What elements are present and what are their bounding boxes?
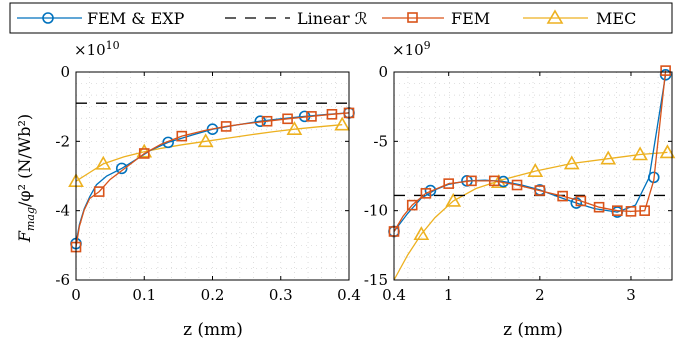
legend-marker-fem bbox=[407, 12, 418, 23]
right-x-tick-label: 0.4 bbox=[382, 286, 406, 304]
left-point-fem bbox=[306, 111, 317, 122]
left-y-tick-label: -6 bbox=[55, 271, 70, 289]
left-x-tick-label: 0.3 bbox=[269, 286, 293, 304]
left-exponent-base: ×10 bbox=[74, 41, 106, 59]
right-plot-frame bbox=[393, 71, 673, 281]
right-point-mec bbox=[527, 163, 544, 177]
legend-label-fem: FEM bbox=[451, 9, 490, 28]
y-axis-label-main: F bbox=[15, 230, 34, 243]
right-point-fem bbox=[466, 175, 477, 187]
right-point-mec bbox=[413, 226, 430, 241]
right-plot: ×109 0.4 1 2 3 -15 -10 -5 0 z (mm) bbox=[364, 39, 676, 340]
y-axis-label-sub: mag bbox=[24, 207, 37, 231]
right-y-tick-label: -10 bbox=[364, 202, 388, 220]
left-plot: ×1010 0 0.1 0.2 0.3 0.4 -6 -4 -2 0 z (mm) bbox=[55, 39, 361, 340]
right-point-mec bbox=[659, 144, 676, 159]
right-point-fem bbox=[443, 178, 454, 189]
right-point-fem bbox=[639, 205, 650, 216]
legend-marker-fem-exp bbox=[42, 12, 54, 24]
left-point-fem bbox=[138, 148, 150, 159]
right-x-axis-label: z (mm) bbox=[503, 320, 563, 340]
left-point-fem bbox=[176, 130, 188, 142]
left-x-tick-label: 0.1 bbox=[132, 286, 156, 304]
right-point-mec bbox=[632, 146, 648, 161]
right-point-fem bbox=[575, 195, 587, 207]
right-x-tick-label: 1 bbox=[444, 286, 454, 304]
left-point-fem-exp bbox=[115, 162, 128, 175]
right-exponent-base: ×10 bbox=[392, 41, 424, 59]
right-x-tick-label: 3 bbox=[626, 286, 636, 304]
left-point-fem-exp bbox=[162, 136, 174, 149]
right-y-tick-label: -15 bbox=[364, 271, 388, 289]
left-point-fem-exp bbox=[206, 123, 219, 135]
left-y-tick-label: -2 bbox=[55, 132, 70, 150]
right-point-mec bbox=[600, 150, 617, 165]
left-point-fem bbox=[326, 108, 338, 120]
left-grid bbox=[76, 72, 349, 280]
right-point-fem bbox=[420, 188, 432, 199]
left-point-mec bbox=[286, 121, 303, 135]
legend-marker-mec bbox=[546, 9, 564, 24]
left-y-tick-label: 0 bbox=[60, 63, 70, 81]
left-point-mec bbox=[334, 116, 351, 131]
right-point-fem bbox=[406, 199, 418, 211]
legend-entry-fem-exp: FEM & EXP bbox=[17, 9, 185, 28]
right-tick-layer: 0.4 1 2 3 -15 -10 -5 0 bbox=[364, 63, 672, 304]
right-series-line-fem-exp bbox=[393, 74, 667, 232]
right-point-fem bbox=[660, 65, 671, 76]
right-point-fem bbox=[593, 201, 605, 213]
right-point-fem bbox=[625, 206, 637, 217]
right-y-tick-label: -5 bbox=[373, 132, 388, 150]
left-point-fem bbox=[220, 121, 232, 132]
right-point-fem bbox=[557, 190, 568, 202]
left-tick-layer: 0 0.1 0.2 0.3 0.4 -6 -4 -2 0 bbox=[55, 63, 361, 304]
right-exponent-power: 9 bbox=[424, 39, 431, 52]
left-series-layer bbox=[68, 102, 355, 253]
left-y-tick-label: -4 bbox=[55, 202, 70, 220]
left-exponent: ×1010 bbox=[74, 39, 120, 59]
left-point-mec bbox=[95, 155, 112, 170]
left-x-tick-label: 0.4 bbox=[337, 286, 361, 304]
right-point-fem bbox=[511, 179, 523, 191]
right-y-tick-label: 0 bbox=[378, 63, 388, 81]
y-axis-label-rest: /φ² (N/Wb²) bbox=[15, 114, 34, 207]
left-point-fem bbox=[261, 115, 273, 127]
legend-label-linear-r: Linear ℛ bbox=[297, 9, 368, 28]
legend-label-fem-exp: FEM & EXP bbox=[87, 9, 185, 28]
left-series-line-fem bbox=[75, 112, 350, 248]
left-point-mec bbox=[136, 143, 153, 158]
legend-entry-mec: MEC bbox=[523, 9, 636, 28]
right-point-fem bbox=[612, 205, 623, 216]
right-x-tick-label: 2 bbox=[535, 286, 545, 304]
left-x-tick-label: 0 bbox=[71, 286, 81, 304]
right-exponent: ×109 bbox=[392, 39, 431, 59]
left-exponent-power: 10 bbox=[106, 39, 120, 52]
left-series-line-fem-exp bbox=[75, 112, 350, 244]
left-point-fem bbox=[282, 113, 293, 125]
legend-label-mec: MEC bbox=[596, 9, 636, 28]
legend-entry-fem: FEM bbox=[382, 9, 490, 28]
legend-entry-linear-r: Linear ℛ bbox=[225, 9, 368, 28]
right-point-fem bbox=[488, 175, 500, 187]
right-point-fem bbox=[534, 185, 546, 196]
left-x-axis-label: z (mm) bbox=[183, 320, 243, 340]
right-series-layer bbox=[388, 65, 676, 281]
left-x-tick-label: 0.2 bbox=[201, 286, 225, 304]
right-point-mec bbox=[445, 192, 462, 207]
left-point-fem bbox=[93, 186, 105, 197]
y-axis-label: Fmag/φ² (N/Wb²) bbox=[15, 114, 37, 243]
right-series-line-fem bbox=[393, 70, 667, 232]
right-point-mec bbox=[563, 155, 580, 170]
left-point-mec bbox=[197, 133, 214, 148]
legend: FEM & EXP Linear ℛ FEM MEC bbox=[9, 2, 673, 34]
